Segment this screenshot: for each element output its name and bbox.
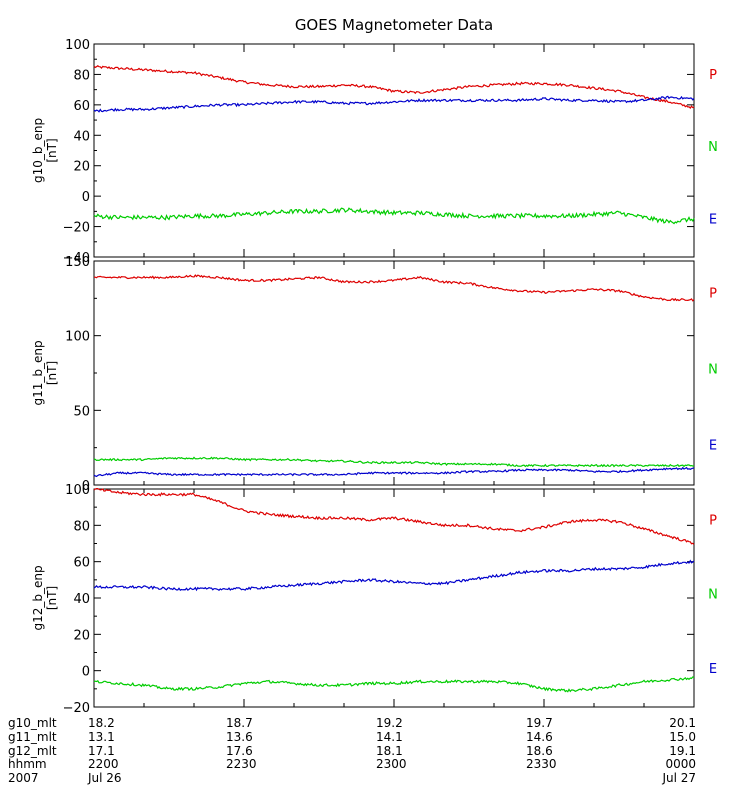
bottom-row-value: 19.7	[526, 716, 553, 730]
bottom-row-value: 18.7	[226, 716, 253, 730]
bottom-row-value: 13.1	[88, 730, 115, 744]
legend-label-e: E	[709, 213, 717, 228]
series-line-e	[93, 466, 695, 478]
bottom-row-name: g10_mlt	[8, 716, 57, 730]
panel-2: 0 50 100 150 g11_b_enp [nT] P N E	[31, 255, 718, 494]
y-tick-label: 50	[73, 404, 90, 419]
y-tick-label: 150	[65, 255, 90, 270]
y-axis-unit: [nT]	[45, 138, 59, 162]
legend-label-n: N	[708, 140, 718, 155]
series-line-n	[93, 676, 695, 693]
panel-frame	[93, 488, 695, 708]
y-tick-label: 100	[65, 330, 90, 345]
legend-label-e: E	[709, 439, 717, 454]
series-line-p	[93, 65, 695, 110]
series-line-p	[93, 488, 695, 545]
panel-1: −40 −20 0 20 40 60 80 100 g10_b_enp [nT] P N E	[31, 38, 718, 266]
bottom-row-name: g11_mlt	[8, 730, 57, 744]
series-line-n	[93, 207, 695, 225]
y-tick-label: 60	[73, 99, 90, 114]
bottom-row-name: g12_mlt	[8, 744, 57, 758]
bottom-row-value: 2200	[88, 757, 119, 771]
bottom-row-value: 18.2	[88, 716, 115, 730]
y-tick-label: 100	[65, 38, 90, 53]
y-tick-label: 20	[73, 628, 90, 643]
bottom-row-value: 18.6	[526, 744, 553, 758]
y-tick-label: 40	[73, 129, 90, 144]
series-line-e	[93, 559, 695, 592]
y-axis-unit: [nT]	[45, 586, 59, 610]
bottom-row-value: 19.1	[669, 744, 696, 758]
y-tick-label: 20	[73, 160, 90, 175]
y-tick-label: 60	[73, 556, 90, 571]
series-line-p	[93, 274, 695, 302]
series-line-e	[93, 95, 695, 113]
bottom-row-name: 2007	[8, 771, 39, 785]
bottom-row-value: 17.1	[88, 744, 115, 758]
panel-frame	[93, 43, 695, 258]
legend-label-n: N	[708, 588, 718, 603]
bottom-row-value: 0000	[665, 757, 696, 771]
legend-label-e: E	[709, 662, 717, 677]
bottom-row-value: 2330	[526, 757, 557, 771]
y-tick-label: 0	[82, 190, 90, 205]
y-tick-label: 100	[65, 483, 90, 498]
bottom-row-name: hhmm	[8, 757, 47, 771]
panel-3: −20 0 20 40 60 80 100 g12_b_enp [nT] P N E	[31, 483, 718, 716]
y-tick-label: −20	[63, 701, 90, 716]
bottom-row-value: 18.1	[376, 744, 403, 758]
bottom-row-value: Jul 27	[662, 771, 696, 785]
legend-label-p: P	[709, 286, 717, 301]
panel-frame	[93, 260, 695, 486]
y-axis-label: g12_b_enp	[31, 565, 45, 630]
y-axis-label: g10_b_enp	[31, 118, 45, 183]
y-tick-label: 80	[73, 68, 90, 83]
bottom-row-value: 20.1	[669, 716, 696, 730]
y-tick-label: 0	[82, 665, 90, 680]
bottom-row-value: 19.2	[376, 716, 403, 730]
legend-label-p: P	[709, 514, 717, 529]
legend-label-p: P	[709, 68, 717, 83]
bottom-row-value: 13.6	[226, 730, 253, 744]
chart-title: GOES Magnetometer Data	[295, 16, 493, 34]
bottom-row-value: 17.6	[226, 744, 253, 758]
y-axis-label: g11_b_enp	[31, 340, 45, 405]
y-tick-label: 40	[73, 592, 90, 607]
bottom-row-value: 14.1	[376, 730, 403, 744]
y-tick-label: 80	[73, 519, 90, 534]
y-tick-label: −20	[63, 221, 90, 236]
series-line-n	[93, 456, 694, 468]
bottom-row-value: 15.0	[669, 730, 696, 744]
bottom-row-value: 14.6	[526, 730, 553, 744]
bottom-row-value: 2300	[376, 757, 407, 771]
y-tick-label: −40	[63, 251, 90, 266]
legend-label-n: N	[708, 363, 718, 378]
bottom-row-value: Jul 26	[88, 771, 122, 785]
y-tick-label: 0	[82, 479, 90, 494]
bottom-row-value: 2230	[226, 757, 257, 771]
y-axis-unit: [nT]	[45, 361, 59, 385]
